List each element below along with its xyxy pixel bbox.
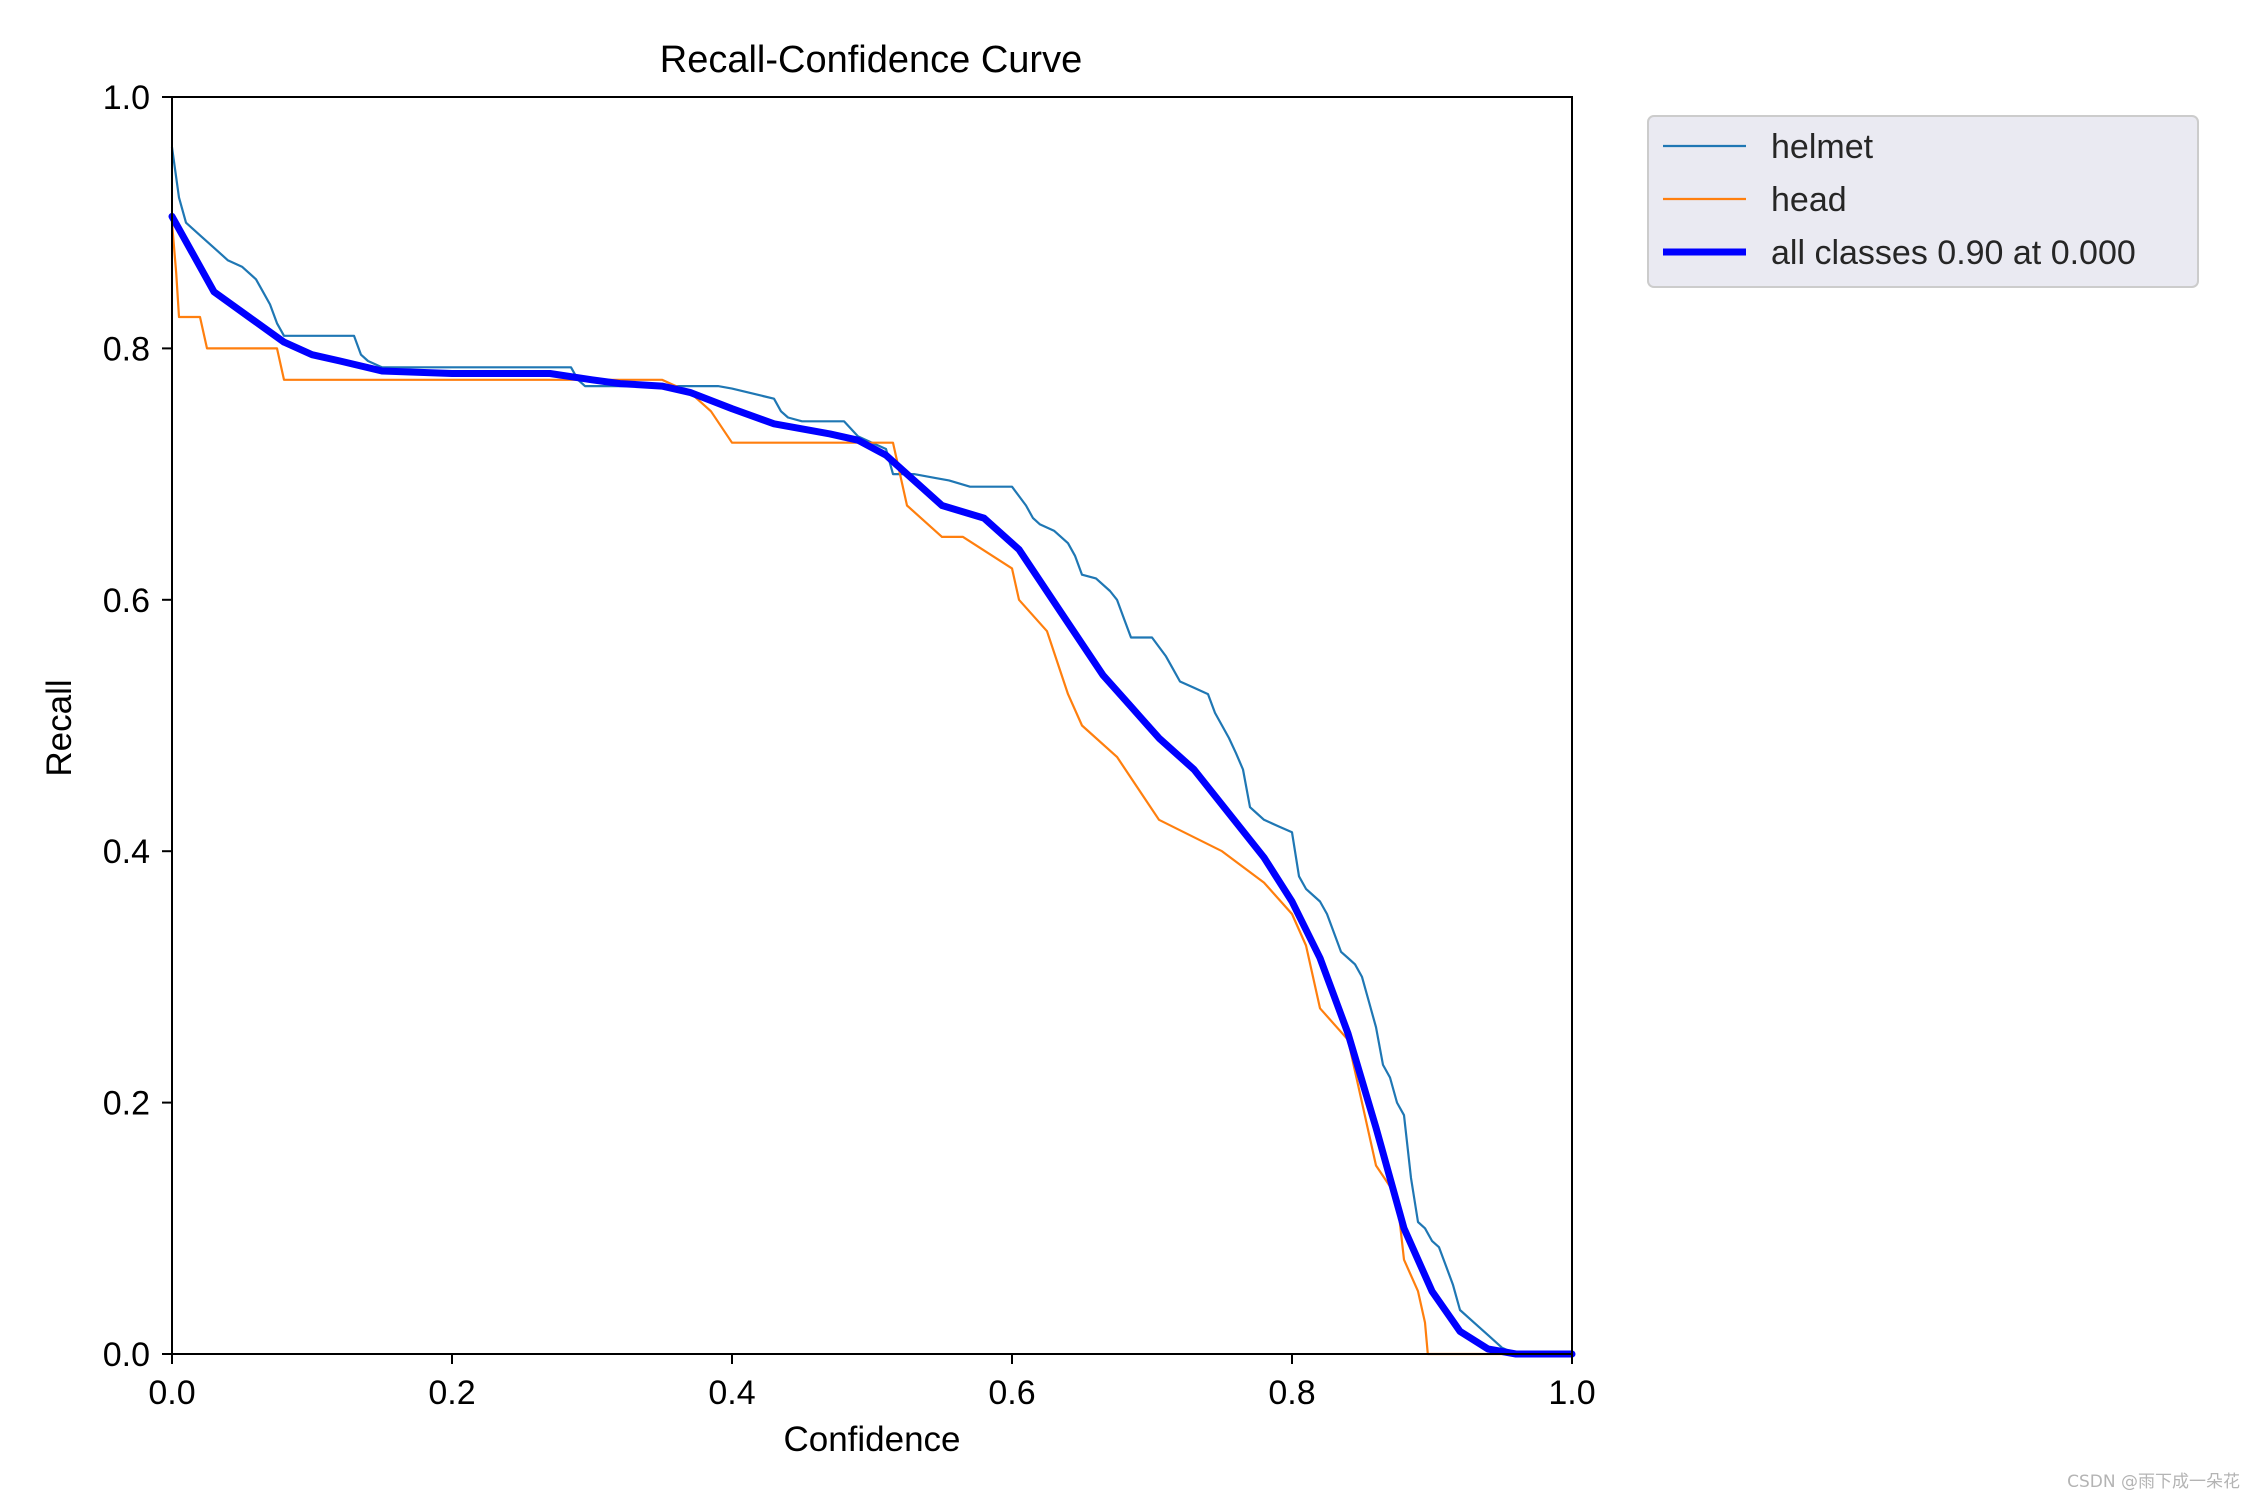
y-axis: 0.0 0.2 0.4 0.6 0.8 1.0 (103, 79, 172, 1374)
x-tick-label: 0.2 (428, 1374, 475, 1412)
legend-label: helmet (1771, 128, 1874, 166)
chart-title: Recall-Confidence Curve (660, 39, 1082, 81)
y-tick-label: 0.4 (103, 833, 150, 871)
watermark: CSDN @雨下成一朵花 (2067, 1472, 2240, 1492)
x-tick-label: 1.0 (1548, 1374, 1595, 1412)
y-tick-label: 0.8 (103, 330, 150, 368)
y-axis-title: Recall (40, 679, 79, 776)
x-tick-label: 0.6 (988, 1374, 1035, 1412)
legend-box (1647, 115, 2199, 288)
x-tick-label: 0.8 (1268, 1374, 1315, 1412)
series-line-helmet (170, 146, 1574, 1356)
legend: helmet head all classes 0.90 at 0.000 (1647, 115, 2199, 288)
y-tick-label: 0.6 (103, 582, 150, 620)
x-axis: 0.0 0.2 0.4 0.6 0.8 1.0 (148, 1354, 1596, 1412)
y-tick-label: 1.0 (103, 79, 150, 117)
legend-label: head (1771, 181, 1847, 219)
series-line-head (170, 221, 1574, 1356)
series-line-all (168, 212, 1576, 1358)
x-tick-label: 0.0 (148, 1374, 195, 1412)
x-tick-label: 0.4 (708, 1374, 755, 1412)
plot-frame (171, 96, 1573, 1355)
legend-label: all classes 0.90 at 0.000 (1771, 234, 2136, 272)
series-layer (168, 146, 1576, 1358)
x-axis-title: Confidence (783, 1420, 960, 1459)
y-tick-label: 0.2 (103, 1085, 150, 1123)
y-tick-label: 0.0 (103, 1336, 150, 1374)
